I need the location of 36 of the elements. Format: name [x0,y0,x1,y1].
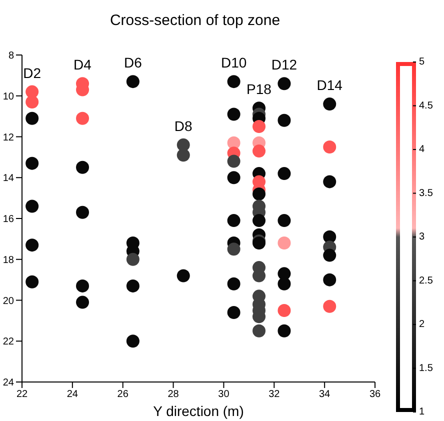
color-bar-label: 3.5 [419,188,434,199]
y-tick-label: 24 [2,378,14,389]
color-bar-label: 1.5 [419,362,434,374]
y-tick-label: 16 [2,214,14,226]
annotation: D8 [174,118,193,134]
color-bar-label: 2 [419,319,425,330]
y-tick-label: 12 [2,132,14,144]
x-tick-label: 30 [218,389,230,400]
y-tick-label: 18 [2,254,14,266]
x-tick-label: 34 [319,389,331,400]
x-tick-label: 36 [369,389,381,400]
annotation: D4 [74,56,92,73]
chart-title: Cross-section of top zone [108,12,282,29]
y-tick-label: 14 [2,173,14,184]
y-tick-label: 20 [2,296,14,307]
annotation: D10 [220,54,247,71]
x-tick-label: 22 [16,389,28,400]
y-tick-label: 22 [2,336,14,348]
x-tick-label: 32 [268,389,280,400]
annotation: D2 [23,64,42,81]
color-bar-label: 4 [419,144,425,155]
annotation: D12 [271,56,298,73]
color-bar-label: 5 [419,56,425,68]
annotation: D6 [124,54,142,71]
x-tick-label: 28 [168,389,180,400]
x-axis-title: Y direction (m) [153,403,244,419]
x-tick-label: 26 [117,389,129,400]
color-bar-label: 4.5 [419,100,434,112]
color-bar-label: 3 [419,232,425,242]
x-tick-label: 24 [66,389,78,400]
annotation: D14 [316,77,343,94]
color-bar-label: 2.5 [419,275,434,286]
y-tick-label: 8 [8,50,14,62]
annotation: P18 [246,81,272,98]
y-tick-label: 10 [2,91,14,102]
color-bar-label: 1 [419,406,425,418]
